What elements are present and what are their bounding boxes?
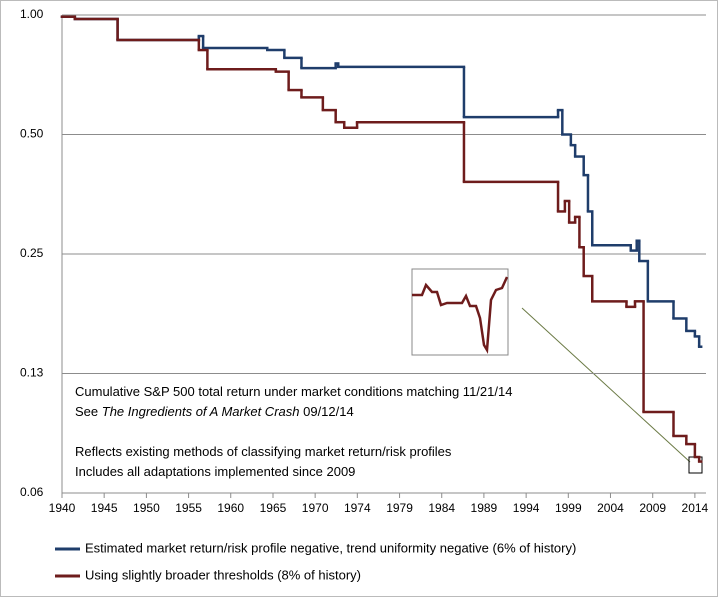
zoom-connector	[521, 307, 691, 463]
x-tick-label: 2014	[682, 501, 709, 515]
legend-label: Using slightly broader thresholds (8% of…	[85, 567, 361, 582]
legend-label: Estimated market return/risk profile neg…	[85, 540, 576, 555]
x-tick-label: 2004	[597, 501, 624, 515]
x-tick-label: 1984	[428, 501, 455, 515]
x-tick-label: 1970	[302, 501, 329, 515]
y-tick-label: 0.06	[20, 485, 44, 499]
x-tick-label: 1960	[217, 501, 244, 515]
annotation-part: 09/12/14	[300, 404, 354, 419]
annotation-part: The Ingredients of A Market Crash	[102, 404, 300, 419]
x-tick-label: 1965	[260, 501, 287, 515]
x-tick-label: 1989	[471, 501, 498, 515]
x-tick-label: 1950	[133, 501, 160, 515]
x-tick-label: 1994	[513, 501, 540, 515]
annotation-part: Includes all adaptations implemented sin…	[75, 464, 355, 479]
annotation-part: See	[75, 404, 102, 419]
annotation: Includes all adaptations implemented sin…	[75, 464, 355, 479]
x-tick-label: 1979	[386, 501, 413, 515]
x-tick-label: 1945	[91, 501, 118, 515]
x-tick-label: 1940	[49, 501, 76, 515]
y-tick-label: 0.13	[20, 366, 44, 380]
zoom-inset-line	[412, 276, 509, 354]
annotation: See The Ingredients of A Market Crash 09…	[75, 404, 354, 419]
annotation: Cumulative S&P 500 total return under ma…	[75, 384, 512, 399]
y-tick-label: 0.25	[20, 246, 44, 260]
x-tick-label: 1974	[344, 501, 371, 515]
zoom-inset	[411, 268, 509, 356]
annotation-part: Cumulative S&P 500 total return under ma…	[75, 384, 512, 399]
y-tick-label: 0.50	[20, 127, 44, 141]
x-tick-label: 1955	[175, 501, 202, 515]
x-tick-label: 2009	[639, 501, 666, 515]
annotation: Reflects existing methods of classifying…	[75, 444, 452, 459]
y-tick-label: 1.00	[20, 7, 44, 21]
annotation-part: Reflects existing methods of classifying…	[75, 444, 452, 459]
x-tick-label: 1999	[555, 501, 582, 515]
